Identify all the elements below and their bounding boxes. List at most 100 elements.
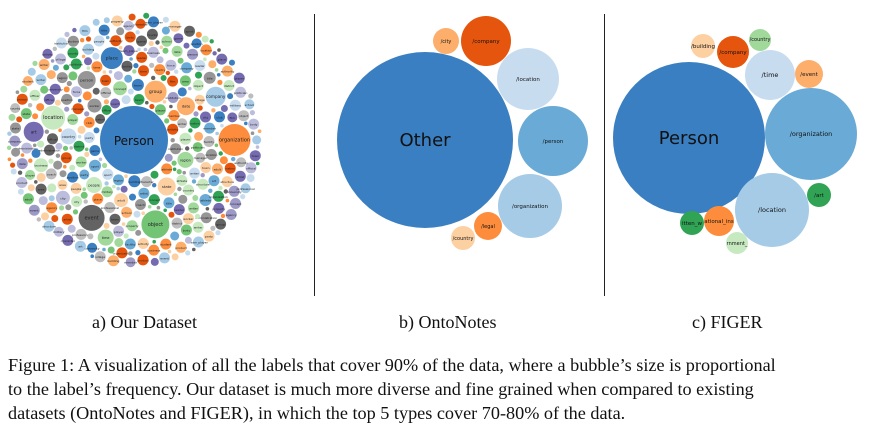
- bubble-label: adult: [117, 199, 125, 203]
- bubble-label: object: [148, 222, 163, 228]
- bubble-type: [83, 132, 95, 143]
- bubble-type: [103, 17, 110, 24]
- bubble-label: business: [147, 249, 161, 253]
- bubble-label: body: [126, 36, 134, 40]
- bubble-type: [249, 110, 255, 116]
- bubble-label: business: [34, 164, 48, 168]
- bubble-type: [108, 70, 113, 74]
- bubble-type: [208, 60, 217, 69]
- bubble-label: property: [212, 207, 225, 211]
- bubble-label: player: [235, 77, 245, 81]
- bubble-type: [164, 118, 170, 124]
- bubble-type: [64, 106, 70, 112]
- bubble-type: [170, 231, 180, 241]
- bubble-type: [63, 164, 67, 169]
- bubble-type: [147, 205, 152, 209]
- bubble-label: product: [16, 181, 28, 185]
- bubble-type: [203, 230, 215, 242]
- bubble-figer-organization: [765, 88, 857, 180]
- bubble-label: administration: [16, 147, 38, 151]
- bubble-type: [35, 74, 47, 86]
- bubble-type: [114, 193, 129, 208]
- bubble-label: county: [68, 51, 78, 55]
- bubble-label: team: [135, 98, 143, 102]
- bubble-type: [255, 145, 260, 149]
- bubble-type: [169, 20, 181, 32]
- bubble-label: athlete: [177, 179, 188, 183]
- bubble-label: athlete: [161, 167, 172, 171]
- bubble-type: [138, 187, 150, 199]
- bubble-label: player: [114, 230, 124, 234]
- bubble-type: [124, 238, 136, 250]
- bubble-type: [121, 95, 131, 105]
- bubble-type: [128, 175, 141, 188]
- bubble-type: [32, 60, 38, 66]
- bubble-type: [46, 70, 56, 80]
- bubble-type: [84, 147, 89, 152]
- bubble-type: [203, 57, 207, 61]
- bubble-type: [120, 185, 128, 193]
- bubble-label: country: [62, 135, 75, 139]
- bubble-label: member: [168, 114, 181, 118]
- bubble-type: [176, 169, 182, 175]
- bubble-person-label: /person: [543, 139, 564, 145]
- bubble-type: [62, 145, 69, 151]
- bubble-type: [160, 238, 172, 250]
- bubble-type: [244, 99, 255, 110]
- bubble-type: [230, 198, 241, 209]
- bubble-label: officer: [45, 98, 55, 102]
- bubble-type: [149, 62, 155, 68]
- bubble-label: adult: [214, 167, 222, 171]
- bubble-type: [10, 168, 17, 175]
- bubble-type: [228, 185, 240, 197]
- bubble-label: concept: [230, 202, 243, 206]
- bubble-type: [160, 75, 167, 81]
- bubble-type: [194, 131, 204, 141]
- bubble-type: [171, 45, 183, 57]
- bubble-label: title: [207, 76, 213, 80]
- bubble-label: people: [88, 184, 100, 188]
- bubble-type: [135, 18, 146, 29]
- bubble-label: manager: [194, 156, 208, 160]
- bubble-type: [27, 103, 33, 108]
- bubble-type: [200, 162, 212, 173]
- bubble-figer-building: [691, 34, 715, 58]
- bubble-type: [223, 189, 228, 194]
- bubble-type: [72, 27, 77, 33]
- bubble-type: [197, 178, 209, 190]
- bubble-label: authority: [109, 39, 123, 43]
- bubble-type: [200, 44, 212, 56]
- bubble-label: party: [85, 136, 93, 140]
- bubble-type: [58, 128, 62, 133]
- bubble-type: [233, 72, 245, 84]
- bubble-type: [123, 45, 135, 57]
- bubble-type: [40, 85, 49, 94]
- bubble-label: politician: [191, 146, 205, 150]
- bubble-type: [59, 170, 67, 178]
- bubble-type: [184, 236, 192, 244]
- bubble-label: county: [147, 33, 157, 37]
- bubble-label: team_player: [120, 49, 139, 53]
- bubble-type: [211, 163, 223, 175]
- bubble-type: [221, 65, 233, 77]
- bubble-type: [116, 27, 125, 36]
- bubble-label: team: [111, 218, 119, 222]
- bubble-type: [184, 25, 195, 37]
- bubble-type: [213, 202, 225, 214]
- bubble-label: writer: [189, 206, 199, 210]
- bubble-type: [63, 86, 70, 93]
- bubble-type: [175, 241, 187, 253]
- bubble-label: writer: [190, 172, 200, 176]
- bubble-type: [102, 247, 106, 252]
- bubble-type: [178, 194, 188, 204]
- bubble-figer-country: [749, 29, 771, 51]
- bubble-type: [216, 53, 228, 65]
- bubble-label: writer: [40, 63, 50, 67]
- bubble-label: artist: [140, 192, 149, 196]
- bubble-label: region: [114, 178, 124, 182]
- bubble-label: village: [195, 98, 205, 102]
- bubble-label: title: [166, 201, 172, 205]
- bubble-type: [150, 257, 159, 266]
- bubble-label: people: [71, 187, 81, 191]
- bubble-type: [185, 146, 190, 151]
